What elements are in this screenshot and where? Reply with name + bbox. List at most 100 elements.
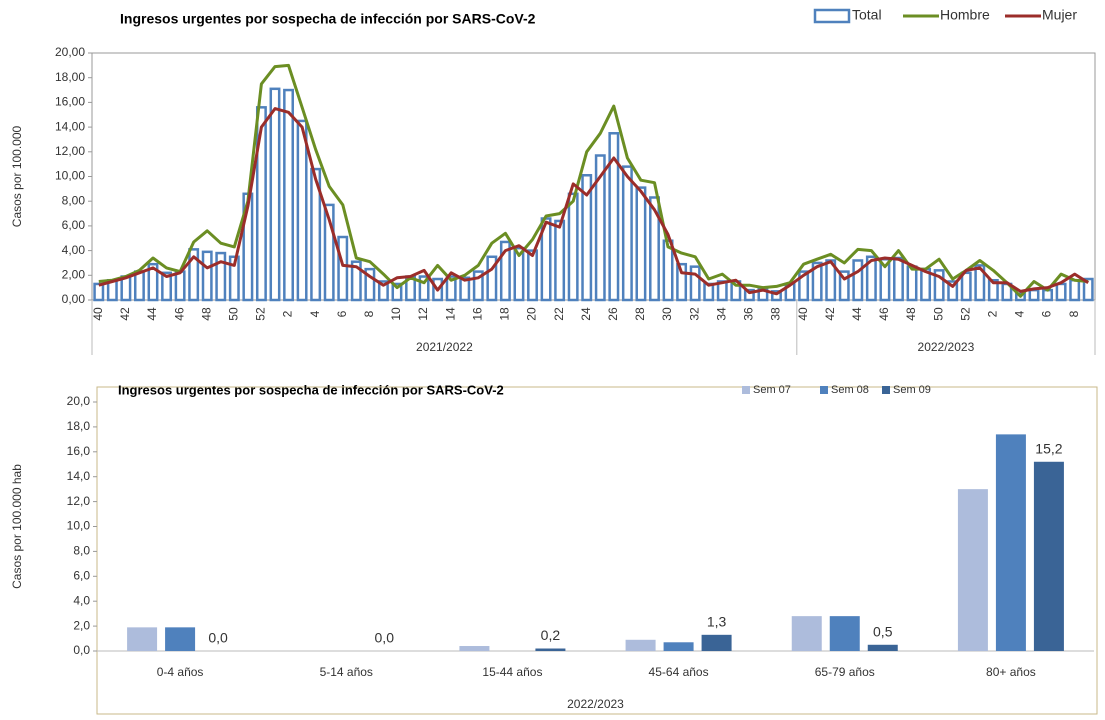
bar (701, 634, 732, 651)
x-tick-label: 30 (660, 307, 674, 321)
bar (594, 154, 606, 302)
x-tick-label: 4 (1013, 310, 1027, 317)
y-tick-label: 18,0 (67, 419, 91, 433)
x-tick-label: 14 (443, 307, 457, 321)
y-tick-label: 2,00 (62, 267, 86, 281)
chart-title: Ingresos urgentes por sospecha de infecc… (118, 382, 504, 397)
bar (1069, 278, 1081, 302)
x-tick-label: 50 (226, 307, 240, 321)
bar (567, 192, 579, 302)
legend-label: Mujer (1042, 7, 1077, 23)
x-tick-label: 22 (552, 307, 566, 321)
bar (865, 255, 877, 302)
bar (743, 288, 755, 302)
bar (337, 235, 349, 302)
bar (377, 280, 389, 302)
bar (161, 271, 172, 302)
bar (127, 627, 158, 651)
bar (676, 262, 688, 302)
bar (621, 165, 633, 302)
x-tick-label: 48 (904, 307, 918, 321)
x-tick-label: 10 (389, 307, 403, 321)
x-tick-label: 28 (633, 307, 647, 321)
x-tick-label: 42 (118, 307, 132, 321)
bar (174, 270, 186, 302)
bar (1042, 288, 1054, 302)
bar (1055, 282, 1067, 302)
x-tick-label: 12 (416, 307, 430, 321)
legend-swatch (813, 8, 851, 24)
x-tick-label: 46 (877, 307, 891, 321)
x-tick-label: 15-44 años (482, 665, 542, 679)
bar (906, 265, 918, 302)
value-label: 0,0 (208, 630, 228, 646)
x-tick-label: 50 (931, 307, 945, 321)
y-tick-label: 10,0 (67, 519, 91, 533)
bar (323, 203, 335, 302)
bar (798, 270, 810, 302)
legend-swatch (742, 386, 750, 394)
bar (947, 280, 959, 302)
x-tick-label: 44 (850, 307, 864, 321)
bar (228, 255, 240, 302)
y-tick-label: 0,00 (62, 292, 86, 306)
x-tick-label: 20 (525, 307, 539, 321)
legend-swatch (820, 386, 828, 394)
value-label: 0,0 (375, 630, 395, 646)
bar (554, 219, 566, 302)
x-axis-title: 2022/2023 (567, 697, 624, 711)
x-tick-label: 42 (823, 307, 837, 321)
bar (893, 256, 904, 302)
bar (391, 282, 403, 302)
x-tick-label: 44 (145, 307, 159, 321)
bar (791, 616, 822, 651)
bar (635, 186, 647, 302)
bar (829, 616, 860, 651)
bar (1033, 461, 1064, 651)
bar (296, 119, 308, 302)
chart-frame (96, 386, 1098, 715)
legend-swatch (882, 386, 890, 394)
x-tick-label: 34 (714, 307, 728, 321)
bar (255, 106, 267, 302)
x-tick-label: 36 (742, 307, 756, 321)
bar (974, 264, 986, 302)
x-tick-label: 48 (199, 307, 213, 321)
legend-label: Hombre (940, 7, 990, 23)
x-tick-label: 4 (308, 310, 322, 317)
bar (995, 434, 1026, 651)
value-label: 1,3 (707, 614, 727, 630)
legend-label: Total (852, 7, 882, 23)
bar (581, 174, 593, 302)
bar (283, 88, 294, 302)
bar (147, 262, 159, 302)
x-tick-label: 45-64 años (649, 665, 709, 679)
bar (350, 260, 362, 302)
y-tick-label: 6,0 (73, 568, 90, 582)
bar (269, 87, 281, 302)
bar (215, 251, 227, 302)
x-tick-label: 8 (1067, 310, 1081, 317)
bar (486, 255, 498, 302)
bar (771, 290, 782, 302)
y-tick-label: 12,00 (55, 144, 85, 158)
y-tick-label: 16,0 (67, 444, 91, 458)
legend-label: Sem 09 (893, 384, 931, 396)
bar (165, 627, 196, 651)
legend-label: Sem 08 (831, 384, 869, 396)
x-tick-label: 5-14 años (320, 665, 373, 679)
y-tick-label: 8,00 (62, 193, 86, 207)
bar (93, 282, 105, 302)
x-tick-label: 52 (254, 307, 268, 321)
bar (459, 276, 471, 302)
bar (310, 167, 322, 302)
x-tick-label: 6 (335, 310, 349, 317)
x-tick-label: 26 (606, 307, 620, 321)
x-tick-label: 18 (498, 307, 512, 321)
y-tick-label: 16,00 (55, 95, 85, 109)
value-label: 15,2 (1035, 440, 1062, 456)
value-label: 0,5 (873, 623, 893, 639)
bar (867, 644, 898, 651)
